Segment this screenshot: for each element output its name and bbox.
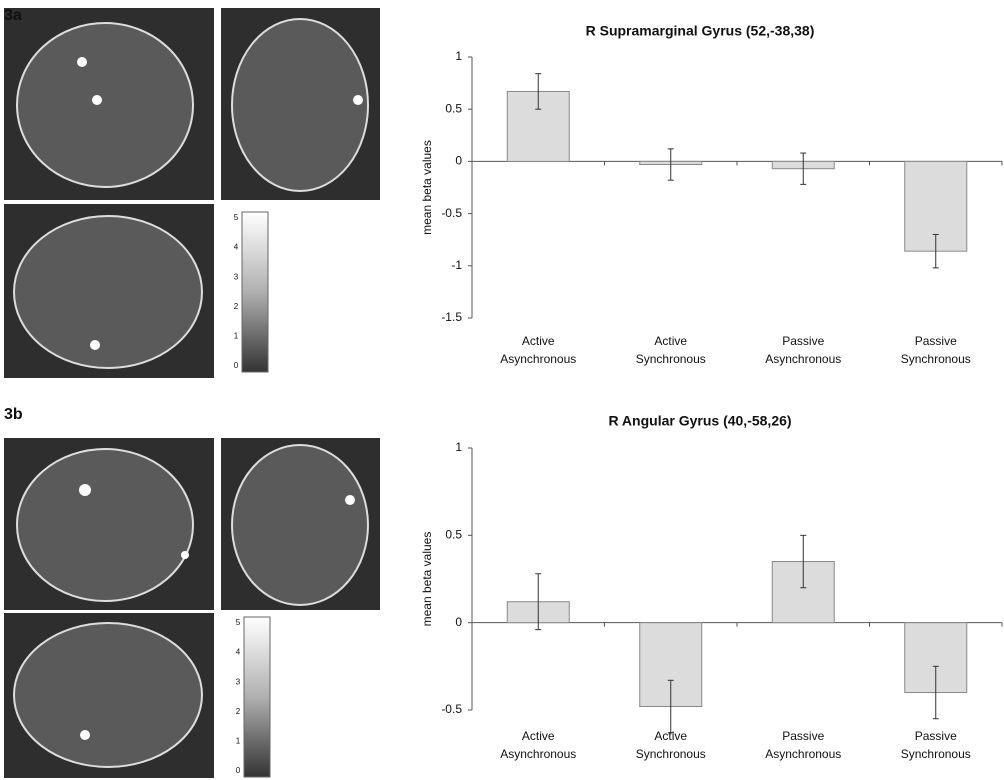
x-tick-label: Passive <box>782 729 824 743</box>
x-tick-label: Active <box>654 334 687 348</box>
y-tick-label: 0.5 <box>445 101 462 115</box>
chart-title: R Angular Gyrus (40,-58,26) <box>608 413 791 429</box>
y-tick-label: 0.5 <box>445 528 462 542</box>
colorbar-tick-label: 5 <box>234 213 239 222</box>
y-tick-label: -0.5 <box>441 206 462 220</box>
x-tick-label: Synchronous <box>636 747 706 761</box>
y-tick-label: -0.5 <box>441 702 462 716</box>
colorbar-tick-label: 3 <box>236 677 241 686</box>
colorbar-tick-label: 0 <box>236 766 241 775</box>
colorbar-tick-label: 5 <box>236 618 241 627</box>
panel-label: 3b <box>4 406 23 423</box>
y-tick-label: -1.5 <box>441 310 462 324</box>
x-tick-label: Asynchronous <box>500 747 576 761</box>
x-tick-label: Synchronous <box>901 352 971 366</box>
x-tick-label: Active <box>654 729 687 743</box>
figure: 3a R Supramarginal Gyrus (52,-38,38) mean … <box>0 0 1004 780</box>
colorbar-tick-label: 1 <box>236 737 241 746</box>
colorbar-tick-label: 2 <box>236 707 241 716</box>
y-tick-label: 0 <box>455 154 462 168</box>
colorbar-tick-label: 0 <box>234 361 239 370</box>
x-tick-label: Synchronous <box>636 352 706 366</box>
x-tick-label: Passive <box>782 334 824 348</box>
brain-images-a <box>4 8 380 378</box>
chart-title: R Supramarginal Gyrus (52,-38,38) <box>586 23 815 39</box>
y-tick-label: -1 <box>451 258 462 272</box>
colorbar-tick-label: 1 <box>234 332 239 341</box>
y-tick-label: 1 <box>455 49 462 63</box>
colorbar-tick-label: 4 <box>234 243 239 252</box>
x-tick-label: Synchronous <box>901 747 971 761</box>
y-tick-label: 1 <box>455 440 462 454</box>
y-tick-label: 0 <box>455 615 462 629</box>
colorbar-tick-label: 3 <box>234 272 239 281</box>
x-tick-label: Asynchronous <box>765 352 841 366</box>
y-axis-label: mean beta values <box>420 140 434 235</box>
x-tick-label: Asynchronous <box>765 747 841 761</box>
brain-images-b <box>4 438 380 778</box>
colorbar-tick-label: 4 <box>236 648 241 657</box>
y-axis-label: mean beta values <box>420 532 434 627</box>
x-tick-label: Asynchronous <box>500 352 576 366</box>
panel-label: 3a <box>4 7 22 24</box>
x-tick-label: Active <box>522 334 555 348</box>
x-tick-label: Passive <box>915 729 957 743</box>
colorbar-tick-label: 2 <box>234 302 239 311</box>
x-tick-label: Active <box>522 729 555 743</box>
x-tick-label: Passive <box>915 334 957 348</box>
